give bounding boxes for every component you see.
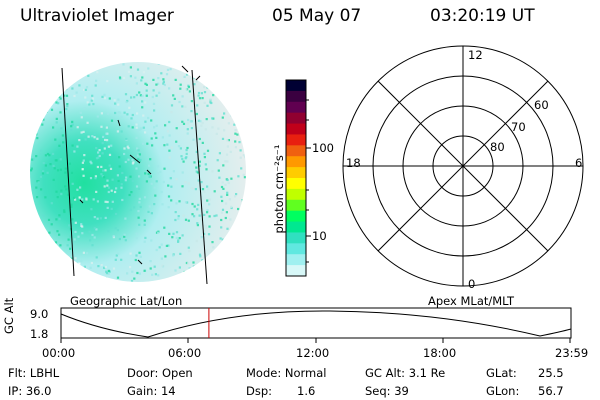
flt-info: Flt: LBHL [8, 366, 60, 380]
meridian-line-right [191, 69, 208, 285]
colorbar-segment [286, 232, 306, 244]
door-info: Door: Open [127, 366, 193, 380]
lat-label-80: 80 [490, 140, 505, 154]
mlt-label-6: 6 [575, 156, 583, 170]
colorbar-segment [286, 221, 306, 233]
colorbar-segment [286, 145, 306, 157]
colorbar-segment [286, 134, 306, 146]
mode-info: Mode: Normal [246, 366, 327, 380]
gain-info: Gain: 14 [127, 384, 176, 398]
colorbar-segment [286, 167, 306, 179]
colorbar-segment [286, 156, 306, 168]
date-label: 05 May 07 [272, 6, 362, 26]
colorbar-segment [286, 199, 306, 212]
mlt-label-0: 0 [468, 277, 476, 291]
seq-info: Seq: 39 [365, 384, 409, 398]
altitude-ylabel: GC Alt [2, 297, 16, 334]
colorbar-tick-10: 10 [312, 229, 327, 243]
lat-label-70: 70 [511, 120, 526, 134]
colorbar-segment [286, 101, 306, 114]
glon-label: GLon: [486, 384, 520, 398]
mlt-label-18: 18 [346, 156, 361, 170]
colorbar-segment [286, 90, 306, 103]
dsp-value: 1.6 [297, 384, 316, 398]
altitude-ytick-1-8: 1.8 [30, 327, 49, 341]
altitude-curve [60, 310, 572, 338]
gc-alt-info: GC Alt: 3.1 Re [365, 366, 446, 380]
xtick-1200: 12:00 [296, 346, 330, 360]
colorbar-segment [286, 254, 306, 266]
time-label: 03:20:19 UT [430, 6, 535, 26]
polar-panel-label: Apex MLat/MLT [428, 294, 515, 308]
glat-label: GLat: [486, 366, 517, 380]
colorbar-segment [286, 123, 306, 135]
xtick-1800: 18:00 [423, 346, 457, 360]
ip-info: IP: 36.0 [8, 384, 52, 398]
lat-label-60: 60 [534, 98, 549, 112]
colorbar-tick-100: 100 [312, 141, 334, 155]
altitude-ytick-9: 9.0 [30, 307, 49, 321]
colorbar-segment [286, 243, 306, 255]
glon-value: 56.7 [538, 384, 564, 398]
colorbar-segment [286, 265, 306, 277]
dsp-label: Dsp: [246, 384, 273, 398]
xtick-0000: 00:00 [42, 346, 76, 360]
colorbar-segment [286, 210, 306, 223]
xtick-2359: 23:59 [555, 346, 589, 360]
colorbar-segment [286, 178, 306, 190]
glat-value: 25.5 [538, 366, 564, 380]
mlt-label-12: 12 [468, 48, 483, 62]
meridian-line-left [61, 67, 75, 277]
colorbar-segment [286, 188, 306, 201]
colorbar-segment [286, 112, 306, 125]
xtick-0600: 06:00 [168, 346, 202, 360]
image-panel-label: Geographic Lat/Lon [70, 294, 183, 308]
colorbar-segment [286, 80, 306, 92]
earth-disc [30, 62, 246, 282]
instrument-title: Ultraviolet Imager [20, 6, 174, 26]
